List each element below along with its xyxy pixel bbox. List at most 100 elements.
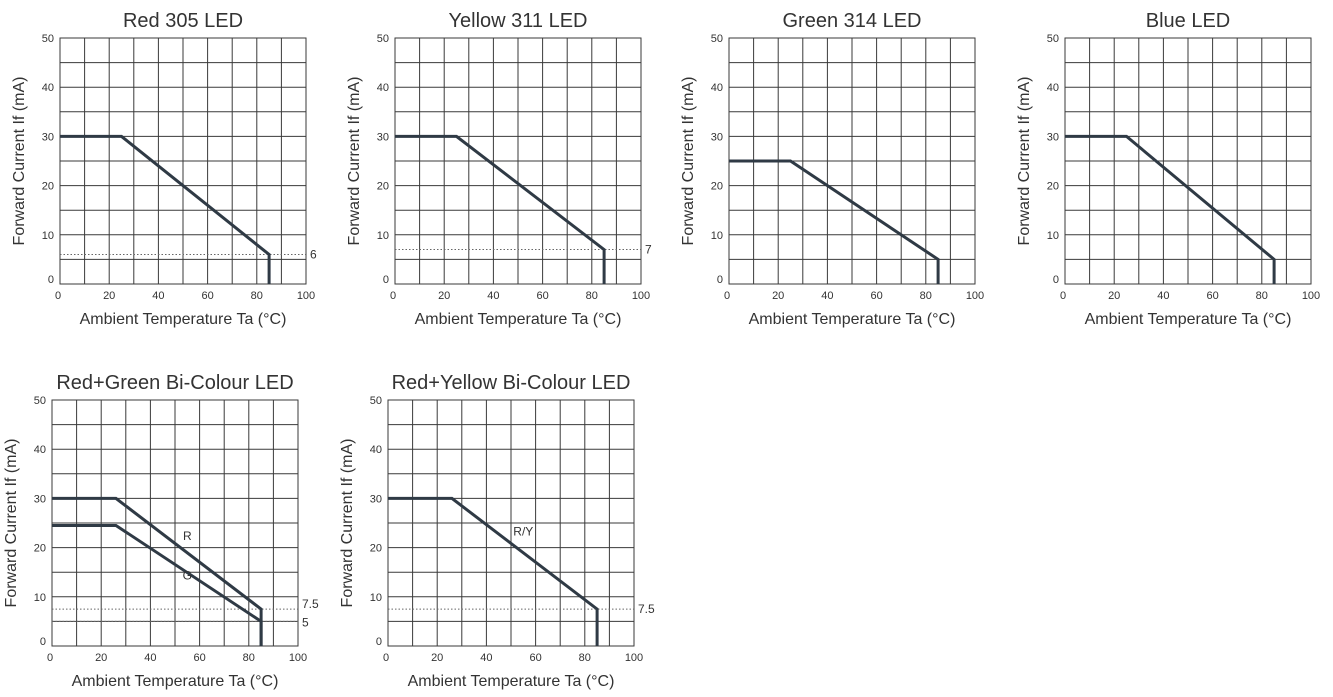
y-tick-label: 40 — [377, 82, 389, 94]
x-tick-label: 40 — [1157, 290, 1169, 302]
plot-frame — [51, 399, 299, 647]
series-line — [729, 159, 940, 284]
chart-panel-2: 7 0 20 40 60 80 100 0 10 20 30 40 50 Yellow 311 LED Am… — [346, 10, 652, 328]
x-tick-label: 20 — [103, 290, 115, 302]
chart-title: Red 305 LED — [123, 10, 243, 32]
x-tick-label: 40 — [480, 652, 492, 664]
reference-label: 7.5 — [638, 602, 655, 616]
x-tick-label: 20 — [438, 290, 450, 302]
plot-frame — [394, 37, 642, 285]
y-tick-label: 0 — [383, 274, 389, 286]
y-tick-label: 20 — [1047, 181, 1059, 193]
x-tick-label: 0 — [724, 290, 730, 302]
y-tick-label: 10 — [34, 592, 46, 604]
y-tick-label: 10 — [1047, 230, 1059, 242]
x-tick-label: 0 — [383, 652, 389, 664]
plot-frame — [59, 37, 307, 285]
series-line-g — [52, 523, 263, 646]
y-tick-label: 10 — [377, 230, 389, 242]
x-tick-label: 80 — [920, 290, 932, 302]
y-tick-label: 50 — [377, 33, 389, 45]
x-tick-label: 0 — [55, 290, 61, 302]
y-tick-label: 30 — [370, 493, 382, 505]
series-line — [1065, 134, 1276, 284]
y-tick-label: 50 — [34, 395, 46, 407]
y-tick-label: 30 — [377, 131, 389, 143]
y-tick-label: 0 — [48, 274, 54, 286]
y-tick-label: 50 — [42, 33, 54, 45]
y-tick-label: 30 — [34, 493, 46, 505]
y-axis-label: Forward Current If (mA) — [3, 439, 20, 608]
y-tick-label: 10 — [42, 230, 54, 242]
chart-panel-3: 0 20 40 60 80 100 0 10 20 30 40 50 Green 314 LED Ambi… — [680, 10, 984, 328]
y-tick-label: 0 — [376, 636, 382, 648]
y-tick-label: 20 — [42, 181, 54, 193]
y-tick-label: 20 — [34, 543, 46, 555]
y-tick-label: 20 — [370, 543, 382, 555]
chart-title: Green 314 LED — [783, 10, 922, 32]
x-tick-label: 60 — [201, 290, 213, 302]
x-tick-label: 100 — [297, 290, 315, 302]
reference-label: 7.5 — [302, 597, 319, 611]
x-tick-label: 40 — [152, 290, 164, 302]
x-tick-label: 0 — [390, 290, 396, 302]
x-axis-label: Ambient Temperature Ta (°C) — [415, 311, 622, 328]
series-line-r-y — [388, 496, 599, 646]
x-tick-label: 60 — [1206, 290, 1218, 302]
y-axis-label: Forward Current If (mA) — [339, 439, 356, 608]
reference-label: 5 — [302, 615, 309, 629]
x-axis-label: Ambient Temperature Ta (°C) — [1085, 311, 1292, 328]
x-tick-label: 100 — [625, 652, 643, 664]
y-tick-label: 40 — [34, 444, 46, 456]
x-axis-label: Ambient Temperature Ta (°C) — [80, 311, 287, 328]
y-tick-label: 20 — [711, 181, 723, 193]
y-tick-label: 40 — [711, 82, 723, 94]
x-tick-label: 20 — [772, 290, 784, 302]
y-axis-label: Forward Current If (mA) — [680, 77, 697, 246]
x-tick-label: 100 — [289, 652, 307, 664]
x-tick-label: 20 — [95, 652, 107, 664]
x-tick-label: 40 — [487, 290, 499, 302]
x-tick-label: 20 — [431, 652, 443, 664]
reference-label: 6 — [310, 247, 317, 261]
series-annotation: R — [183, 529, 192, 543]
plot-frame — [387, 399, 635, 647]
y-tick-label: 40 — [370, 444, 382, 456]
x-tick-label: 80 — [579, 652, 591, 664]
chart-title: Yellow 311 LED — [449, 10, 588, 32]
plot-frame — [1064, 37, 1312, 285]
chart-panel-5: 7.5 5 R G 0 20 40 60 80 100 0 10 20 30 40 50 Red+Green B… — [3, 372, 319, 690]
y-tick-label: 50 — [1047, 33, 1059, 45]
y-tick-label: 0 — [1053, 274, 1059, 286]
y-tick-label: 0 — [40, 636, 46, 648]
y-tick-label: 30 — [1047, 131, 1059, 143]
x-axis-label: Ambient Temperature Ta (°C) — [749, 311, 956, 328]
chart-title: Blue LED — [1146, 10, 1231, 32]
x-tick-label: 80 — [586, 290, 598, 302]
x-tick-label: 100 — [632, 290, 650, 302]
reference-label: 7 — [645, 243, 652, 257]
x-tick-label: 60 — [536, 290, 548, 302]
x-tick-label: 80 — [1256, 290, 1268, 302]
series-line — [60, 134, 271, 284]
x-axis-label: Ambient Temperature Ta (°C) — [72, 673, 279, 690]
x-tick-label: 60 — [193, 652, 205, 664]
series-annotation: G — [183, 569, 192, 583]
y-tick-label: 50 — [711, 33, 723, 45]
chart-title: Red+Green Bi-Colour LED — [56, 372, 293, 394]
x-tick-label: 0 — [1060, 290, 1066, 302]
x-tick-label: 80 — [243, 652, 255, 664]
y-tick-label: 10 — [711, 230, 723, 242]
y-tick-label: 10 — [370, 592, 382, 604]
y-tick-label: 30 — [42, 131, 54, 143]
y-axis-label: Forward Current If (mA) — [346, 77, 363, 246]
y-tick-label: 50 — [370, 395, 382, 407]
y-axis-label: Forward Current If (mA) — [11, 77, 28, 246]
y-axis-label: Forward Current If (mA) — [1016, 77, 1033, 246]
x-tick-label: 0 — [47, 652, 53, 664]
x-tick-label: 20 — [1108, 290, 1120, 302]
chart-panel-6: 7.5 R/Y 0 20 40 60 80 100 0 10 20 30 40 50 Red+Yellow … — [339, 372, 655, 690]
series-line — [395, 134, 606, 284]
